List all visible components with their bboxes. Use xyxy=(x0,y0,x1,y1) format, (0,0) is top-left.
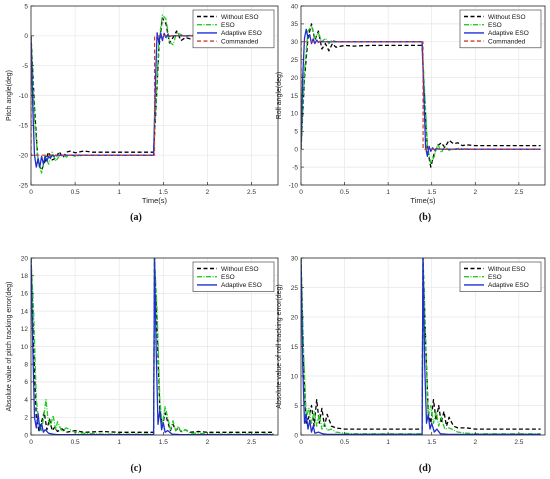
y-tick-label: -25 xyxy=(19,182,29,189)
y-tick-label: 5 xyxy=(294,129,298,136)
y-tick-label: 20 xyxy=(21,255,29,262)
y-tick-label: -10 xyxy=(19,93,29,100)
y-tick-label: 2 xyxy=(24,415,28,422)
x-tick-label: 0.5 xyxy=(340,439,349,446)
y-axis-label: Pitch angle(deg) xyxy=(6,70,13,121)
y-tick-label: 4 xyxy=(24,397,28,404)
y-tick-label: 35 xyxy=(291,21,299,28)
y-tick-label: -10 xyxy=(289,182,299,189)
panel-caption: (d) xyxy=(419,463,431,474)
x-tick-label: 1 xyxy=(386,189,390,196)
legend-label: Adaptive ESO xyxy=(488,282,529,289)
legend-label: ESO xyxy=(488,274,502,281)
x-tick-label: 1.5 xyxy=(159,189,168,196)
x-tick-label: 0.5 xyxy=(71,189,80,196)
x-tick-label: 2.5 xyxy=(514,189,523,196)
chart-panel-a: 0 0.5 1 1.5 2 2.5 -25 -20 -15 -10 -5 0 5 Time(s) Pitch… xyxy=(6,3,279,223)
x-tick-label: 0.5 xyxy=(71,439,80,446)
legend-label: ESO xyxy=(221,22,235,29)
legend-label: Adaptive ESO xyxy=(221,282,262,289)
x-tick-label: 2.5 xyxy=(514,439,523,446)
panel-caption: (c) xyxy=(130,463,141,474)
y-tick-label: 0 xyxy=(24,33,28,40)
x-tick-label: 2 xyxy=(206,439,210,446)
x-axis-label: Time(s) xyxy=(410,196,436,205)
x-tick-label: 0 xyxy=(29,189,33,196)
legend-label: Without ESO xyxy=(221,14,259,21)
y-tick-label: 15 xyxy=(291,93,299,100)
y-tick-label: 25 xyxy=(291,57,299,64)
chart-panel-c: 0 0.5 1 1.5 2 2.5 0 2 4 6 8 10 12 14 16 18 20 Absolute va… xyxy=(6,255,279,474)
y-tick-label: 15 xyxy=(291,344,299,351)
x-tick-label: 0 xyxy=(29,439,33,446)
x-tick-label: 1.5 xyxy=(427,439,436,446)
x-tick-label: 2 xyxy=(473,189,477,196)
chart-panel-b: 0 0.5 1 1.5 2 2.5 -10 -5 0 5 10 15 20 25 30 35 40 Time(s)… xyxy=(276,3,546,223)
y-tick-label: 12 xyxy=(21,326,29,333)
y-tick-label: 25 xyxy=(291,285,299,292)
y-tick-label: 10 xyxy=(291,111,299,118)
y-tick-label: -5 xyxy=(292,164,298,171)
y-axis-label: Absolute value of pitch tracking error(d… xyxy=(6,282,13,412)
y-tick-label: 0 xyxy=(294,147,298,154)
legend-label: Without ESO xyxy=(488,266,526,273)
x-tick-label: 0 xyxy=(299,189,303,196)
y-tick-label: 30 xyxy=(291,39,299,46)
legend-label: ESO xyxy=(221,274,235,281)
y-tick-label: 10 xyxy=(21,344,29,351)
y-tick-label: 30 xyxy=(291,255,299,262)
x-tick-label: 2.5 xyxy=(247,189,256,196)
y-tick-label: 0 xyxy=(294,432,298,439)
x-tick-label: 2 xyxy=(206,189,210,196)
y-axis-label: Roll angle(deg) xyxy=(276,72,283,119)
y-tick-label: 5 xyxy=(24,3,28,10)
y-tick-label: -20 xyxy=(19,152,29,159)
x-tick-label: 1 xyxy=(386,439,390,446)
legend-label: Adaptive ESO xyxy=(221,30,262,37)
legend-label: Without ESO xyxy=(221,266,259,273)
x-tick-label: 2.5 xyxy=(247,439,256,446)
y-tick-label: 6 xyxy=(24,379,28,386)
y-tick-label: -5 xyxy=(22,63,28,70)
y-tick-label: 20 xyxy=(291,75,299,82)
x-tick-label: 1 xyxy=(117,189,121,196)
x-tick-label: 2 xyxy=(473,439,477,446)
y-tick-label: 40 xyxy=(291,3,299,10)
legend-label: ESO xyxy=(488,22,502,29)
x-tick-label: 0 xyxy=(299,439,303,446)
y-tick-label: 14 xyxy=(21,308,29,315)
panel-caption: (b) xyxy=(419,212,431,223)
series-line-eso xyxy=(301,258,541,435)
legend-label: Without ESO xyxy=(488,14,526,21)
y-tick-label: 0 xyxy=(24,432,28,439)
x-tick-label: 0.5 xyxy=(340,189,349,196)
y-tick-label: 16 xyxy=(21,291,29,298)
y-tick-label: 18 xyxy=(21,273,29,280)
y-tick-label: 8 xyxy=(24,362,28,369)
panel-caption: (a) xyxy=(130,212,142,223)
chart-panel-d: 0 0.5 1 1.5 2 2.5 0 5 10 15 20 25 30 Absolute value o… xyxy=(276,255,546,474)
legend-label: Commanded xyxy=(488,38,526,45)
y-tick-label: 10 xyxy=(291,373,299,380)
y-axis-label: Absolute value of roll tracking error(de… xyxy=(276,284,283,409)
x-tick-label: 1.5 xyxy=(159,439,168,446)
legend-label: Adaptive ESO xyxy=(488,30,529,37)
y-tick-label: -15 xyxy=(19,123,29,130)
x-tick-label: 1.5 xyxy=(427,189,436,196)
y-tick-label: 5 xyxy=(294,403,298,410)
y-tick-label: 20 xyxy=(291,314,299,321)
x-axis-label: Time(s) xyxy=(142,196,168,205)
x-tick-label: 1 xyxy=(117,439,121,446)
legend-label: Commanded xyxy=(221,38,259,45)
